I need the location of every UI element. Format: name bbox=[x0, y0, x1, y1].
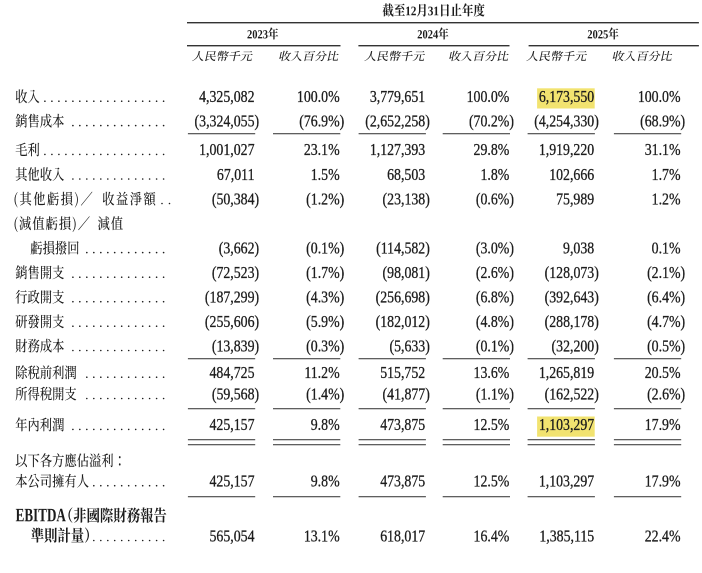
svg-text:100.0%: 100.0% bbox=[467, 88, 510, 106]
svg-text:(4.8%): (4.8%) bbox=[476, 313, 514, 331]
svg-text:(98,081): (98,081) bbox=[383, 264, 430, 282]
svg-text:13.1%: 13.1% bbox=[304, 527, 340, 545]
svg-text:29.8%: 29.8% bbox=[474, 141, 510, 159]
svg-text:(3,662): (3,662) bbox=[219, 239, 259, 257]
svg-text:1.7%: 1.7% bbox=[652, 166, 681, 184]
svg-text:(0.6%): (0.6%) bbox=[476, 190, 514, 208]
svg-text:(5.9%): (5.9%) bbox=[306, 313, 344, 331]
svg-text:13.6%: 13.6% bbox=[474, 364, 510, 382]
svg-text:1,103,297: 1,103,297 bbox=[539, 472, 595, 490]
svg-text:16.4%: 16.4% bbox=[474, 527, 510, 545]
svg-text:3,779,651: 3,779,651 bbox=[370, 88, 425, 106]
svg-text:1.8%: 1.8% bbox=[480, 166, 509, 184]
svg-text:425,157: 425,157 bbox=[210, 472, 255, 490]
svg-text:(0.5%): (0.5%) bbox=[647, 337, 685, 355]
svg-text:(4,254,330): (4,254,330) bbox=[534, 112, 599, 130]
svg-text:425,157: 425,157 bbox=[210, 416, 255, 434]
svg-text:0.1%: 0.1% bbox=[652, 239, 681, 257]
svg-text:(1.1%): (1.1%) bbox=[476, 385, 514, 403]
svg-text:(1.4%): (1.4%) bbox=[306, 385, 344, 403]
svg-text:(187,299): (187,299) bbox=[205, 288, 259, 306]
svg-text:(128,073): (128,073) bbox=[545, 264, 599, 282]
svg-text:(50,384): (50,384) bbox=[212, 190, 259, 208]
svg-text:(2.6%): (2.6%) bbox=[476, 264, 514, 282]
svg-text:484,725: 484,725 bbox=[210, 364, 255, 382]
svg-text:(2,652,258): (2,652,258) bbox=[365, 112, 430, 130]
svg-text:(4.7%): (4.7%) bbox=[647, 313, 685, 331]
svg-text:4,325,082: 4,325,082 bbox=[199, 88, 254, 106]
svg-text:(162,522): (162,522) bbox=[545, 385, 599, 403]
svg-text:11.2%: 11.2% bbox=[304, 364, 340, 382]
svg-text:(2.1%): (2.1%) bbox=[647, 264, 685, 282]
svg-text:68,503: 68,503 bbox=[387, 166, 425, 184]
svg-text:(23,138): (23,138) bbox=[383, 190, 430, 208]
svg-text:473,875: 473,875 bbox=[380, 416, 425, 434]
svg-text:23.1%: 23.1% bbox=[304, 141, 340, 159]
svg-text:(255,606): (255,606) bbox=[205, 313, 259, 331]
svg-text:(5,633): (5,633) bbox=[389, 337, 429, 355]
svg-text:1.2%: 1.2% bbox=[652, 190, 681, 208]
svg-text:1,385,115: 1,385,115 bbox=[539, 527, 594, 545]
svg-text:(288,178): (288,178) bbox=[545, 313, 599, 331]
svg-text:1,919,220: 1,919,220 bbox=[539, 141, 595, 159]
svg-text:1,001,027: 1,001,027 bbox=[199, 141, 255, 159]
svg-text:(0.3%): (0.3%) bbox=[306, 337, 344, 355]
svg-text:(1.7%): (1.7%) bbox=[306, 264, 344, 282]
svg-text:(4.3%): (4.3%) bbox=[306, 288, 344, 306]
svg-text:9.8%: 9.8% bbox=[311, 416, 340, 434]
svg-text:(13,839): (13,839) bbox=[212, 337, 259, 355]
svg-text:(68.9%): (68.9%) bbox=[640, 112, 685, 130]
svg-text:(2.6%): (2.6%) bbox=[647, 385, 685, 403]
svg-text:(32,200): (32,200) bbox=[552, 337, 599, 355]
svg-text:100.0%: 100.0% bbox=[297, 88, 340, 106]
svg-text:(41,877): (41,877) bbox=[383, 385, 430, 403]
svg-text:473,875: 473,875 bbox=[380, 472, 425, 490]
svg-text:(0.1%): (0.1%) bbox=[476, 337, 514, 355]
svg-text:12.5%: 12.5% bbox=[474, 416, 510, 434]
svg-text:(256,698): (256,698) bbox=[376, 288, 430, 306]
svg-text:(72,523): (72,523) bbox=[212, 264, 259, 282]
svg-text:9.8%: 9.8% bbox=[311, 472, 340, 490]
svg-text:1,127,393: 1,127,393 bbox=[370, 141, 426, 159]
svg-text:(6.4%): (6.4%) bbox=[647, 288, 685, 306]
svg-text:(0.1%): (0.1%) bbox=[306, 239, 344, 257]
svg-text:(182,012): (182,012) bbox=[376, 313, 430, 331]
svg-text:(76.9%): (76.9%) bbox=[299, 112, 344, 130]
svg-text:(114,582): (114,582) bbox=[376, 239, 430, 257]
svg-text:12.5%: 12.5% bbox=[474, 472, 510, 490]
svg-text:75,989: 75,989 bbox=[556, 190, 594, 208]
svg-text:22.4%: 22.4% bbox=[645, 527, 681, 545]
svg-text:565,054: 565,054 bbox=[210, 527, 255, 545]
svg-text:(70.2%): (70.2%) bbox=[469, 112, 514, 130]
svg-text:(392,643): (392,643) bbox=[545, 288, 599, 306]
svg-text:(3.0%): (3.0%) bbox=[476, 239, 514, 257]
svg-text:1.5%: 1.5% bbox=[311, 166, 340, 184]
svg-text:(3,324,055): (3,324,055) bbox=[195, 112, 260, 130]
svg-text:(1.2%): (1.2%) bbox=[306, 190, 344, 208]
svg-text:6,173,550: 6,173,550 bbox=[539, 88, 595, 106]
svg-text:618,017: 618,017 bbox=[380, 527, 425, 545]
svg-text:(59,568): (59,568) bbox=[212, 385, 259, 403]
svg-text:515,752: 515,752 bbox=[380, 364, 425, 382]
svg-text:17.9%: 17.9% bbox=[645, 472, 681, 490]
svg-text:31.1%: 31.1% bbox=[645, 141, 681, 159]
svg-text:1,265,819: 1,265,819 bbox=[539, 364, 594, 382]
svg-text:17.9%: 17.9% bbox=[645, 416, 681, 434]
svg-text:102,666: 102,666 bbox=[549, 166, 594, 184]
svg-text:20.5%: 20.5% bbox=[645, 364, 681, 382]
svg-text:67,011: 67,011 bbox=[217, 166, 255, 184]
svg-text:(6.8%): (6.8%) bbox=[476, 288, 514, 306]
svg-text:100.0%: 100.0% bbox=[638, 88, 681, 106]
svg-text:9,038: 9,038 bbox=[563, 239, 595, 257]
svg-text:1,103,297: 1,103,297 bbox=[539, 416, 595, 434]
